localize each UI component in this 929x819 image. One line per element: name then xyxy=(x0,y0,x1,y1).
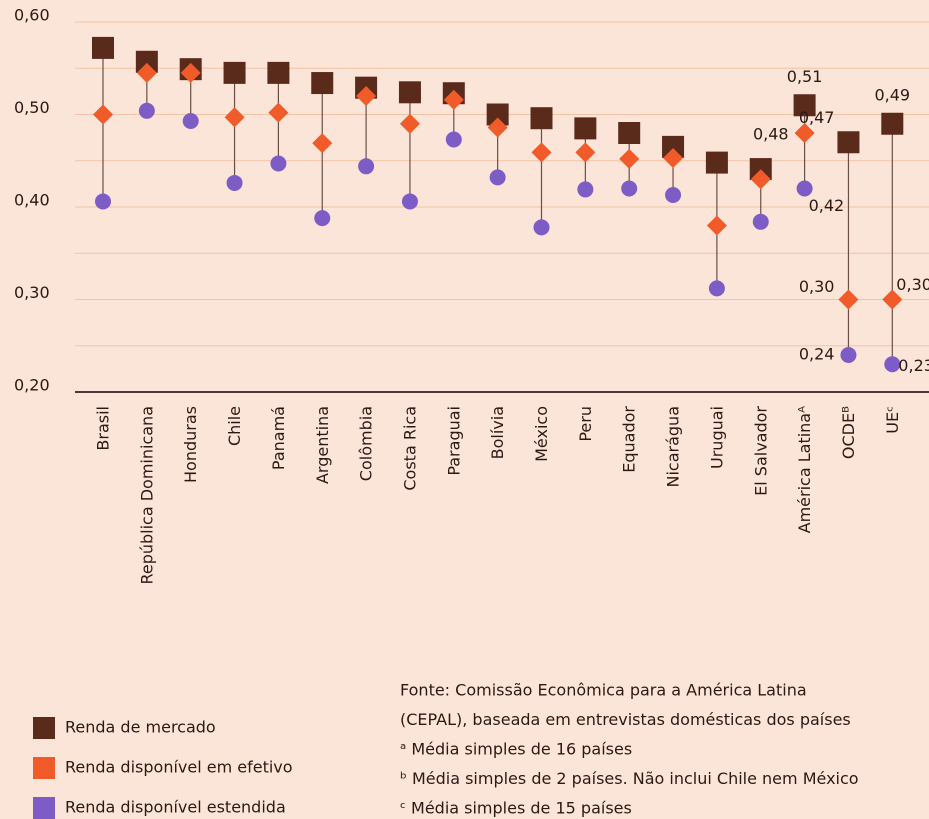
marker-circle xyxy=(884,356,901,373)
marker-diamond xyxy=(619,148,640,169)
x-tick-label: Costa Rica xyxy=(400,406,419,491)
x-tick-label: Uruguai xyxy=(707,406,726,469)
x-tick-label: Paraguai xyxy=(444,406,463,476)
marker-circle xyxy=(752,213,769,230)
note: ᶜ Média simples de 15 países xyxy=(400,799,632,818)
marker-square xyxy=(223,61,246,84)
value-label: 0,24 xyxy=(799,345,835,364)
y-tick-label: 0,30 xyxy=(14,283,50,302)
marker-diamond xyxy=(706,215,727,236)
marker-diamond xyxy=(487,117,508,138)
legend-swatch xyxy=(33,797,55,819)
marker-square xyxy=(705,151,728,174)
x-tick-label: México xyxy=(532,406,551,462)
marker-square xyxy=(881,112,904,135)
x-tick-label: Honduras xyxy=(181,406,200,483)
x-tick-label: El Salvador xyxy=(751,406,770,496)
marker-circle xyxy=(270,155,287,172)
marker-diamond xyxy=(268,102,289,123)
marker-circle xyxy=(577,181,594,198)
marker-diamond xyxy=(838,289,859,310)
marker-diamond xyxy=(399,113,420,134)
marker-square xyxy=(837,131,860,154)
x-tick-label: América Latinaᴬ xyxy=(795,406,814,533)
x-tick-label: Colômbia xyxy=(357,406,376,481)
marker-square xyxy=(618,122,641,144)
marker-circle xyxy=(226,174,243,191)
marker-circle xyxy=(708,280,725,297)
marker-square xyxy=(92,36,114,59)
marker-circle xyxy=(314,210,331,227)
legend-label: Renda de mercado xyxy=(65,718,216,737)
value-label: 0,23 xyxy=(898,356,929,375)
marker-circle xyxy=(840,347,857,363)
marker-circle xyxy=(665,186,682,203)
marker-diamond xyxy=(882,289,903,310)
x-tick-label: Panamá xyxy=(269,406,288,470)
marker-diamond xyxy=(356,86,377,106)
value-label: 0,48 xyxy=(753,125,789,144)
marker-diamond xyxy=(794,123,815,143)
marker-square xyxy=(574,117,597,140)
marker-diamond xyxy=(224,107,245,128)
y-tick-label: 0,50 xyxy=(14,98,50,117)
marker-diamond xyxy=(136,62,157,83)
note: ᵃ Média simples de 16 países xyxy=(400,740,632,759)
y-tick-label: 0,40 xyxy=(14,191,50,210)
value-label: 0,42 xyxy=(809,196,845,215)
legend-swatch xyxy=(33,717,55,739)
marker-circle xyxy=(796,180,813,197)
marker-square xyxy=(267,61,290,84)
marker-diamond xyxy=(750,169,771,190)
marker-diamond xyxy=(575,142,596,163)
marker-square xyxy=(398,81,421,104)
marker-circle xyxy=(138,102,155,119)
legend-swatch xyxy=(33,757,55,779)
x-tick-label: UEᶜ xyxy=(883,406,902,434)
legend-label: Renda disponível estendida xyxy=(65,798,286,817)
x-tick-label: Argentina xyxy=(313,406,332,484)
marker-diamond xyxy=(531,142,552,163)
marker-diamond xyxy=(312,133,333,154)
marker-square xyxy=(311,72,334,95)
marker-square xyxy=(662,135,685,158)
x-tick-label: Nicarágua xyxy=(664,406,683,488)
marker-circle xyxy=(182,112,199,129)
marker-circle xyxy=(445,131,462,148)
marker-circle xyxy=(401,193,418,210)
x-tick-label: República Dominicana xyxy=(137,406,156,585)
value-label: 0,49 xyxy=(874,85,910,104)
marker-square xyxy=(530,107,553,130)
note: Fonte: Comissão Econômica para a América… xyxy=(400,681,807,700)
marker-square xyxy=(793,94,816,117)
x-tick-label: Brasil xyxy=(94,406,113,451)
x-tick-label: Peru xyxy=(576,406,595,442)
marker-square xyxy=(749,158,772,181)
x-tick-label: Equador xyxy=(620,406,639,473)
marker-circle xyxy=(533,219,550,236)
marker-circle xyxy=(95,193,111,210)
value-label: 0,47 xyxy=(799,108,835,127)
value-label: 0,30 xyxy=(896,275,929,294)
marker-circle xyxy=(621,180,638,197)
marker-circle xyxy=(358,158,375,175)
y-tick-label: 0,60 xyxy=(14,6,50,25)
marker-diamond xyxy=(180,62,201,83)
marker-diamond xyxy=(93,104,113,125)
y-tick-label: 0,20 xyxy=(14,376,50,395)
note: (CEPAL), baseada em entrevistas doméstic… xyxy=(400,710,851,729)
note: ᵇ Média simples de 2 países. Não inclui … xyxy=(400,769,859,788)
legend-label: Renda disponível em efetivo xyxy=(65,758,293,777)
marker-circle xyxy=(489,169,506,186)
value-label: 0,30 xyxy=(799,277,835,296)
marker-diamond xyxy=(663,147,684,168)
marker-diamond xyxy=(443,89,464,110)
marker-square xyxy=(135,50,158,73)
x-tick-label: OCDEᴮ xyxy=(839,406,858,459)
x-tick-label: Chile xyxy=(225,406,244,446)
marker-square xyxy=(486,103,509,126)
x-tick-label: Bolívia xyxy=(488,406,507,459)
value-label: 0,51 xyxy=(787,67,823,86)
